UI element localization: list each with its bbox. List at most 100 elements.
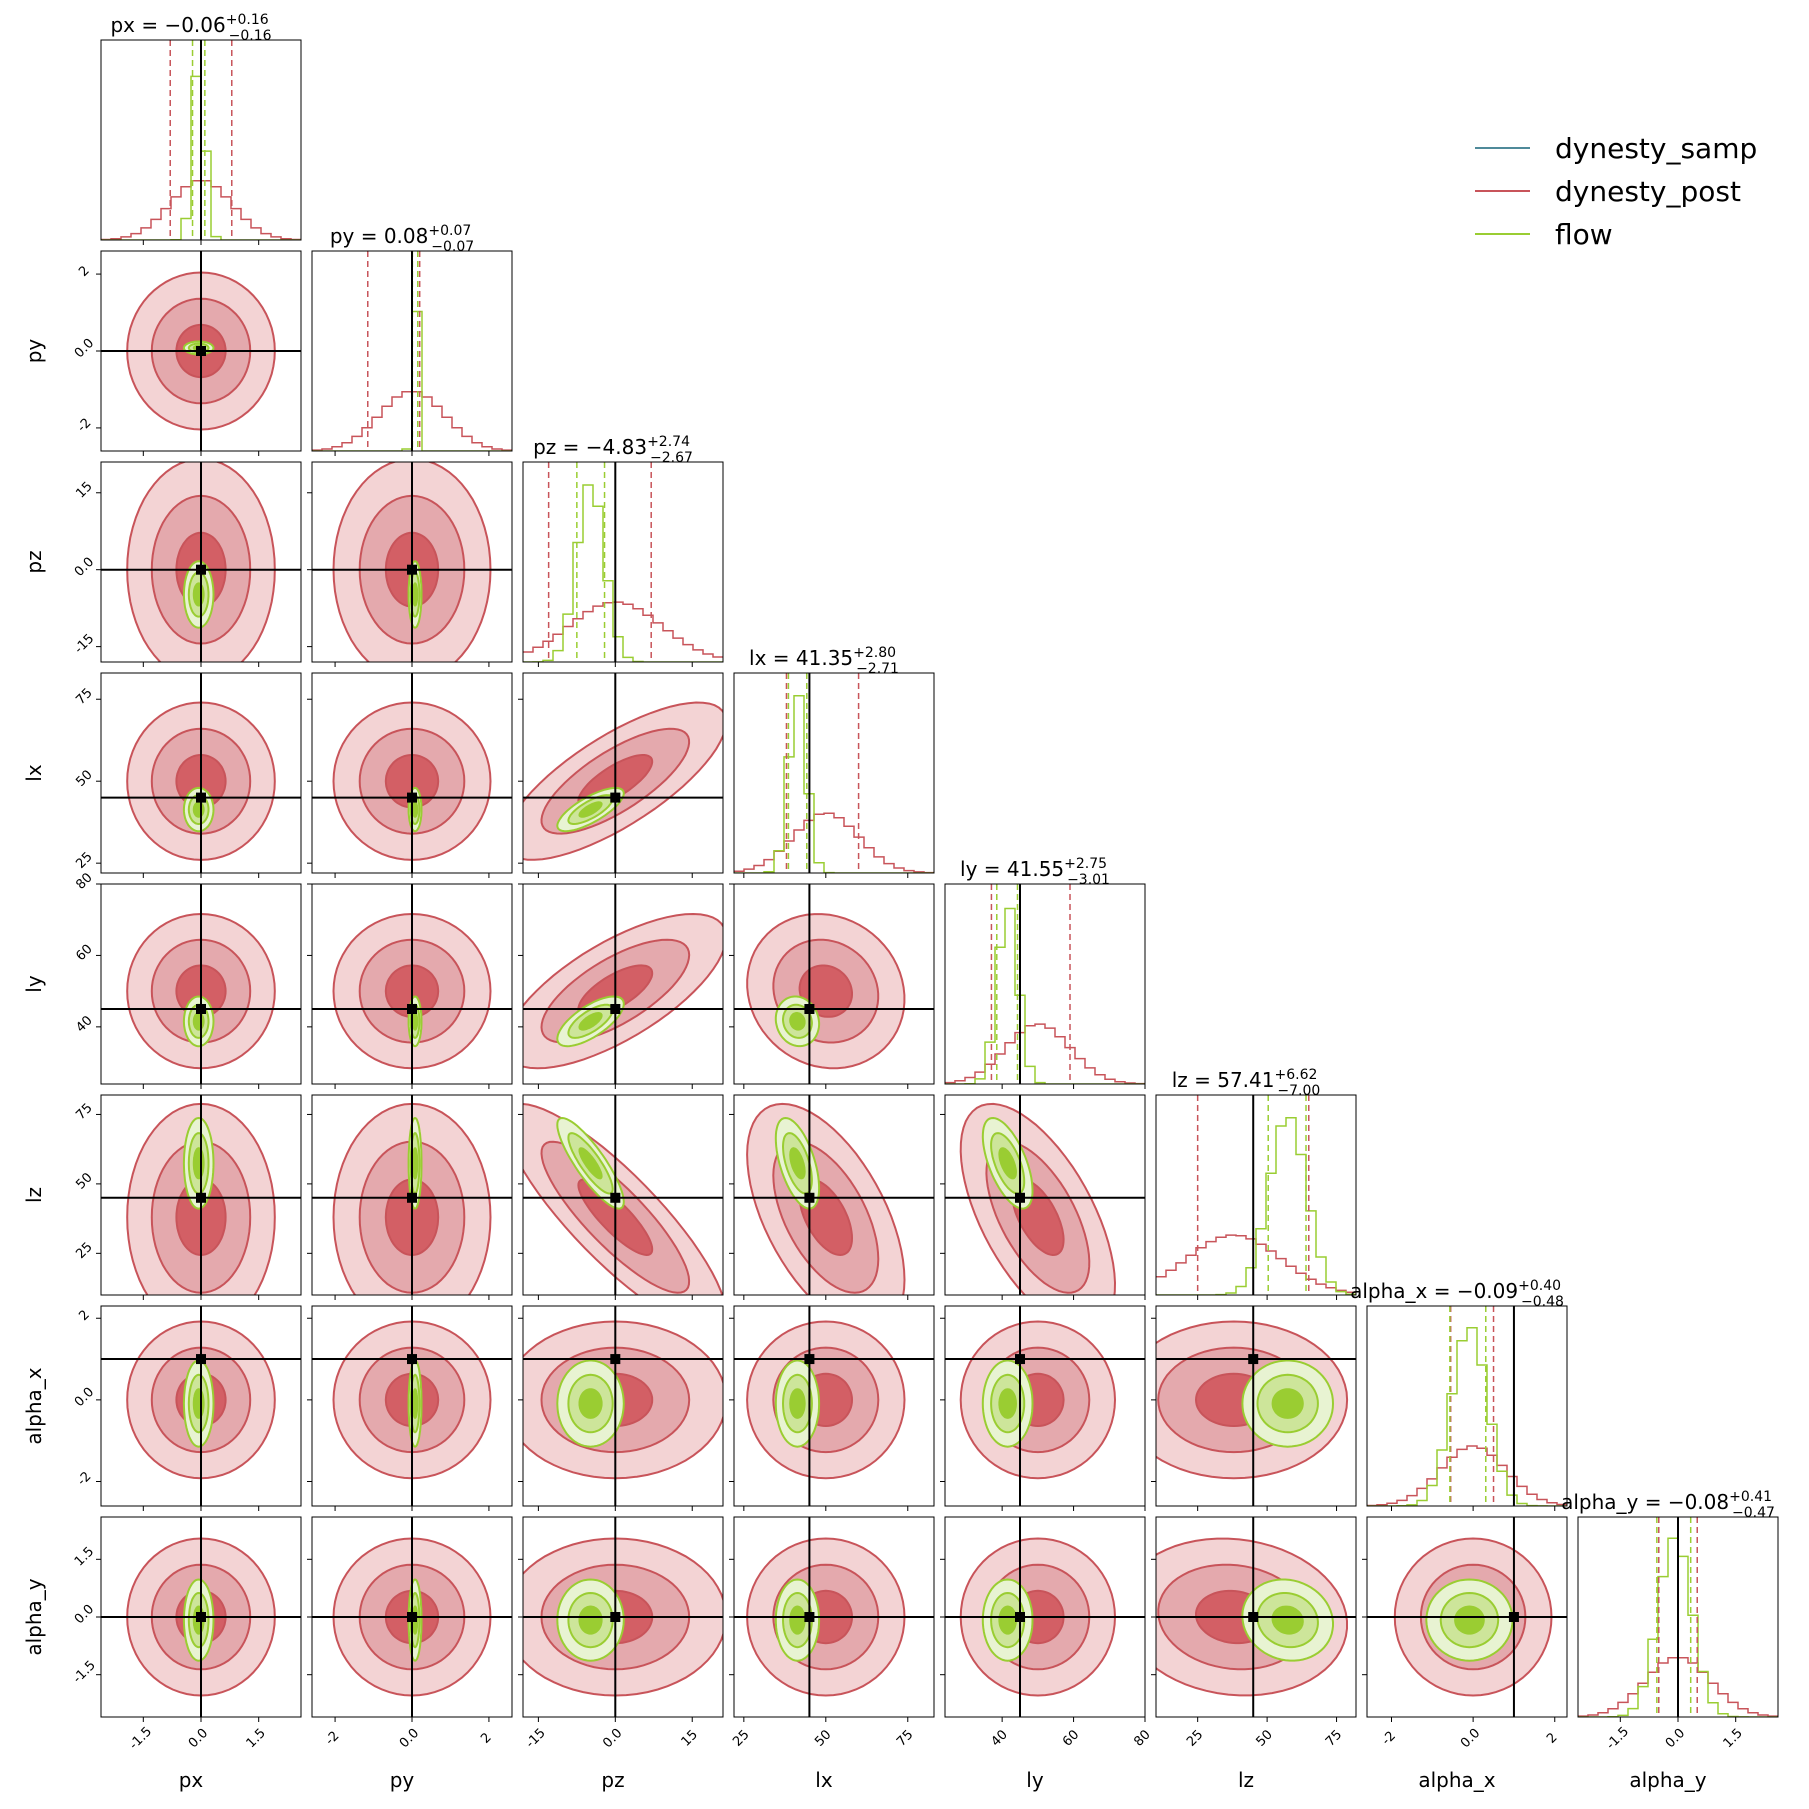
- contour-flow: [998, 1388, 1018, 1419]
- contour-flow: [411, 1388, 419, 1420]
- contour-flow: [1271, 1388, 1304, 1419]
- truth-marker: [1015, 1612, 1025, 1622]
- panel-content: [734, 884, 934, 1084]
- truth-marker: [804, 1192, 815, 1203]
- panel-content: [523, 673, 723, 873]
- panel-lz-lz: lz = 57.41+6.62 −7.00: [1155, 1067, 1357, 1300]
- panel-content: [1367, 1517, 1567, 1717]
- x-tick-label: 0.0: [1663, 1726, 1688, 1751]
- truth-marker: [1508, 1612, 1519, 1622]
- panel-px-alpha_y: -1.5 0.0 1.5 -1.5 0.0 1.5 alpha_ypx: [22, 1516, 302, 1792]
- y-tick-label: 2: [76, 1308, 92, 1324]
- contour-flow: [578, 801, 603, 818]
- panel-ly-alpha_x: [940, 1305, 1146, 1511]
- x-tick-label: -2: [1379, 1729, 1399, 1749]
- x-tick-label: 50: [812, 1727, 834, 1749]
- diag-title-ly: ly = 41.55+2.75 −3.01: [960, 856, 1110, 888]
- contour-flow: [192, 801, 205, 818]
- title-sup: +6.62: [1274, 1067, 1317, 1083]
- contour-flow: [411, 582, 419, 607]
- panel-lx-alpha_x: [729, 1305, 935, 1511]
- contour-flow: [192, 582, 205, 607]
- y-tick-label: 40: [73, 1013, 95, 1035]
- title-main: px = −0.06: [110, 13, 225, 37]
- panel-content: [734, 1517, 934, 1717]
- x-tick-label: 25: [1184, 1727, 1206, 1749]
- x-axis-label-lx: lx: [815, 1768, 833, 1792]
- y-axis-label-lz: lz: [22, 1187, 46, 1203]
- title-sub: −0.16: [229, 28, 272, 44]
- x-tick-label: 0.0: [1458, 1726, 1483, 1751]
- panel-py-lz: [307, 1094, 513, 1300]
- panel-content: [312, 673, 512, 873]
- y-tick-label: 15: [73, 479, 95, 501]
- panel-pz-alpha_y: -15 0.0 15 pz: [518, 1516, 724, 1792]
- panel-frame: [1366, 1305, 1568, 1507]
- x-tick-label: 25: [730, 1727, 752, 1749]
- contour-flow: [578, 1388, 603, 1419]
- title-sup: +0.40: [1518, 1278, 1561, 1294]
- legend-label-dynesty_samp: dynesty_samp: [1555, 132, 1757, 165]
- panel-content: [101, 1306, 301, 1506]
- truth-marker: [407, 1354, 417, 1365]
- truth-marker: [610, 792, 621, 803]
- panel-content: [945, 884, 1145, 1084]
- panel-frame: [1155, 1305, 1357, 1507]
- panel-frame: [522, 1305, 724, 1507]
- panel-ly-alpha_y: 40 60 80 ly: [940, 1516, 1154, 1792]
- diag-title-alpha_x: alpha_x = −0.09+0.40 −0.48: [1350, 1278, 1564, 1310]
- truth-marker: [804, 1612, 815, 1622]
- panel-py-py: py = 0.08+0.07 −0.07: [311, 223, 513, 456]
- panel-content: [312, 462, 512, 662]
- y-tick-label: 60: [73, 942, 95, 964]
- title-main: lx = 41.35: [749, 646, 853, 670]
- legend-label-dynesty_post: dynesty_post: [1555, 175, 1741, 208]
- diag-title-lz: lz = 57.41+6.62 −7.00: [1172, 1067, 1321, 1099]
- panel-content: [523, 1306, 723, 1506]
- truth-marker: [196, 1192, 206, 1203]
- title-sub: −2.71: [856, 661, 899, 677]
- x-axis-label-px: px: [179, 1768, 204, 1792]
- diag-title-pz: pz = −4.83+2.74 −2.67: [533, 434, 693, 466]
- diag-title-py: py = 0.08+0.07 −0.07: [330, 223, 474, 255]
- title-main: alpha_x = −0.09: [1350, 1279, 1518, 1303]
- truth-marker: [407, 1004, 417, 1014]
- x-tick-label: 1.5: [244, 1726, 269, 1751]
- panel-frame: [522, 461, 724, 663]
- y-tick-label: 25: [73, 850, 95, 872]
- contour-flow: [789, 1605, 806, 1635]
- panel-content: [312, 251, 512, 451]
- title-sup: +2.75: [1064, 856, 1107, 872]
- y-axis-label-alpha_y: alpha_y: [22, 1578, 46, 1655]
- panel-content: [101, 1095, 301, 1295]
- diag-title-px: px = −0.06+0.16 −0.16: [110, 12, 271, 44]
- panel-px-px: px = −0.06+0.16 −0.16: [100, 12, 302, 245]
- y-tick-label: 75: [73, 1101, 95, 1123]
- panel-content: [1156, 1517, 1356, 1717]
- title-sub: −7.00: [1277, 1083, 1320, 1099]
- title-main: lz = 57.41: [1172, 1068, 1275, 1092]
- x-tick-label: 15: [679, 1727, 701, 1749]
- x-tick-label: 0.0: [186, 1726, 211, 1751]
- contour-flow: [578, 1011, 603, 1031]
- panel-frame: [733, 1305, 935, 1507]
- panel-alpha_x-alpha_y: -2 0.0 2 alpha_x: [1362, 1516, 1568, 1792]
- truth-marker: [1015, 1192, 1025, 1203]
- panel-frame: [733, 672, 935, 874]
- title-sup: +0.07: [428, 223, 471, 239]
- panel-content: [312, 1306, 512, 1506]
- title-sup: +0.41: [1729, 1489, 1772, 1505]
- truth-marker: [1248, 1354, 1259, 1365]
- panel-py-pz: [307, 461, 513, 667]
- panel-content: [101, 251, 301, 451]
- panel-content: [312, 1517, 512, 1717]
- title-main: pz = −4.83: [533, 435, 647, 459]
- y-axis-label-pz: pz: [22, 550, 46, 573]
- title-sub: −0.48: [1521, 1294, 1564, 1310]
- panel-pz-ly: [518, 883, 724, 1089]
- truth-marker: [196, 346, 206, 356]
- panel-pz-alpha_x: [518, 1305, 724, 1511]
- truth-marker: [1015, 1354, 1025, 1365]
- title-main: alpha_y = −0.08: [1561, 1490, 1729, 1514]
- panel-content: [945, 1517, 1145, 1717]
